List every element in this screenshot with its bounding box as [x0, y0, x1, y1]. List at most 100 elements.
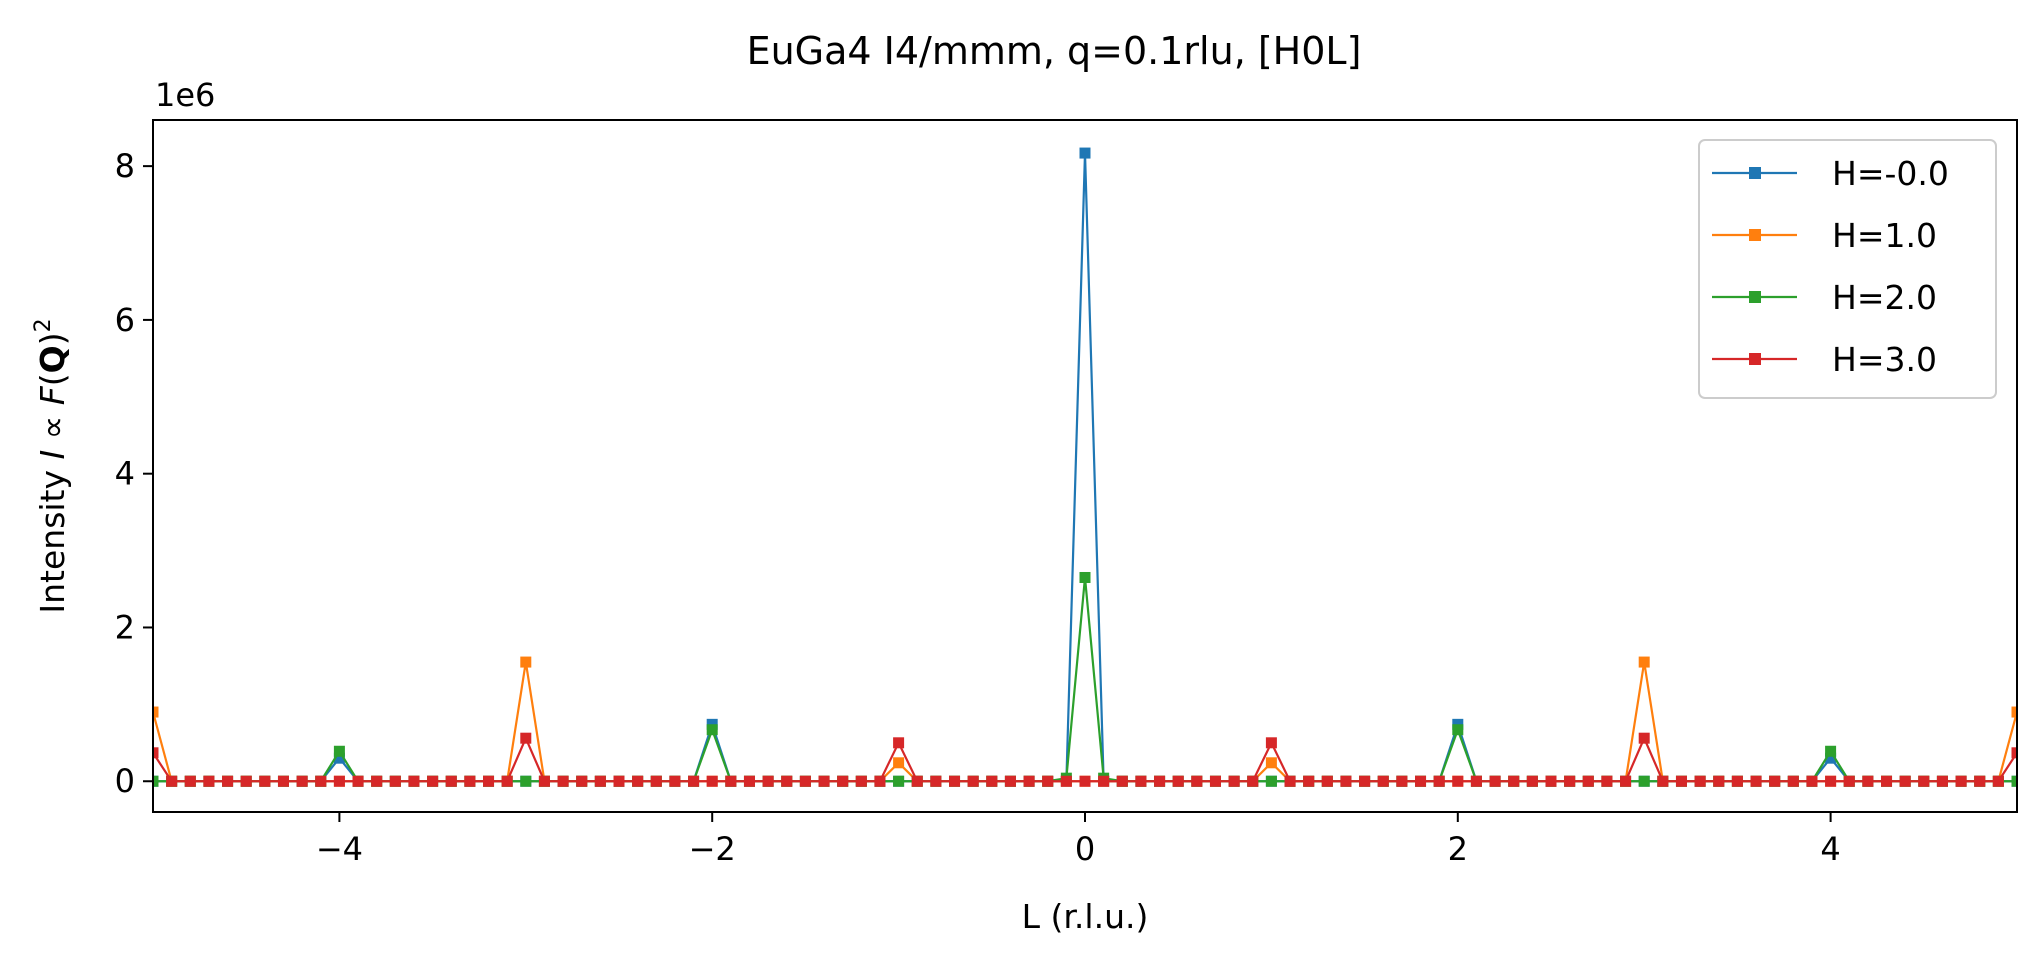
x-tick-label: 2 [1448, 830, 1468, 868]
data-point [1452, 724, 1464, 736]
data-point [1415, 775, 1427, 787]
data-point [1079, 775, 1091, 787]
data-point [1638, 732, 1650, 744]
data-point [1470, 775, 1482, 787]
x-axis-label: L (r.l.u.) [1022, 897, 1149, 936]
data-point [1303, 775, 1315, 787]
data-point [1004, 775, 1016, 787]
axis-ticks: −4 −2 0 2 4 0 2 4 6 8 [115, 147, 1841, 868]
data-point [706, 724, 718, 736]
data-point [669, 775, 681, 787]
data-point [333, 775, 345, 787]
data-point [986, 775, 998, 787]
data-point [1079, 571, 1091, 583]
data-point [538, 775, 550, 787]
y-tick-label: 4 [115, 455, 135, 493]
data-point [1918, 775, 1930, 787]
data-point [1508, 775, 1520, 787]
data-point [1284, 775, 1296, 787]
data-point [1377, 775, 1389, 787]
data-point [1433, 775, 1445, 787]
data-point [1172, 775, 1184, 787]
data-point [1769, 775, 1781, 787]
data-point [1023, 775, 1035, 787]
data-point [1545, 775, 1557, 787]
data-point [240, 775, 252, 787]
data-point [1154, 775, 1166, 787]
data-point [874, 775, 886, 787]
data-point [1265, 775, 1277, 787]
legend-label: H=3.0 [1832, 340, 1937, 379]
data-point [1881, 775, 1893, 787]
data-point [818, 775, 830, 787]
data-point [315, 775, 327, 787]
data-point [333, 752, 345, 764]
data-point [464, 775, 476, 787]
data-point [594, 775, 606, 787]
data-point [799, 775, 811, 787]
legend-marker [1749, 229, 1761, 241]
data-point [1396, 775, 1408, 787]
legend-label: H=2.0 [1832, 278, 1937, 317]
series-group [153, 147, 2017, 787]
data-point [1638, 656, 1650, 668]
x-tick-label: 4 [1820, 830, 1840, 868]
y-tick-label: 0 [115, 762, 135, 800]
data-point [1750, 775, 1762, 787]
data-point [1675, 775, 1687, 787]
data-point [762, 775, 774, 787]
data-point [1601, 775, 1613, 787]
data-point [781, 775, 793, 787]
data-point [520, 656, 532, 668]
data-point [1098, 775, 1110, 787]
y-axis-label-i: I [33, 450, 72, 460]
legend-marker [1749, 167, 1761, 179]
y-axis-label-f: F [33, 385, 72, 405]
data-point [445, 775, 457, 787]
series-line [153, 661, 2017, 783]
y-axis-label-q: Q [33, 345, 72, 373]
data-point [949, 775, 961, 787]
data-point [259, 775, 271, 787]
data-point [2011, 747, 2017, 759]
data-point [1489, 775, 1501, 787]
data-point [613, 775, 625, 787]
data-point [153, 747, 159, 759]
data-point [1731, 775, 1743, 787]
data-point [1209, 775, 1221, 787]
data-point [893, 757, 905, 769]
data-point [576, 775, 588, 787]
data-point [706, 775, 718, 787]
y-axis-label-close: ) [33, 332, 72, 345]
data-point [1265, 757, 1277, 769]
data-point [837, 775, 849, 787]
x-tick-label: 0 [1075, 830, 1095, 868]
x-tick-label: −2 [689, 830, 736, 868]
data-point [1359, 775, 1371, 787]
data-point [650, 775, 662, 787]
legend-frame [1698, 139, 1997, 399]
data-point [1247, 775, 1259, 787]
axes-frame [152, 119, 2018, 813]
data-point [743, 775, 755, 787]
data-point [688, 775, 700, 787]
data-point [408, 775, 420, 787]
data-point [1657, 775, 1669, 787]
data-point [2011, 706, 2017, 718]
data-point [1843, 775, 1855, 787]
y-axis-label-text: Intensity [33, 459, 72, 613]
data-point [1862, 775, 1874, 787]
data-point [632, 775, 644, 787]
data-point [930, 775, 942, 787]
data-point [153, 706, 159, 718]
data-point [1340, 775, 1352, 787]
data-point [203, 775, 215, 787]
data-point [1936, 775, 1948, 787]
data-point [1116, 775, 1128, 787]
legend-marker [1749, 353, 1761, 365]
data-point [1825, 752, 1837, 764]
data-point [153, 775, 159, 787]
data-point [1806, 775, 1818, 787]
data-point [1992, 775, 2004, 787]
